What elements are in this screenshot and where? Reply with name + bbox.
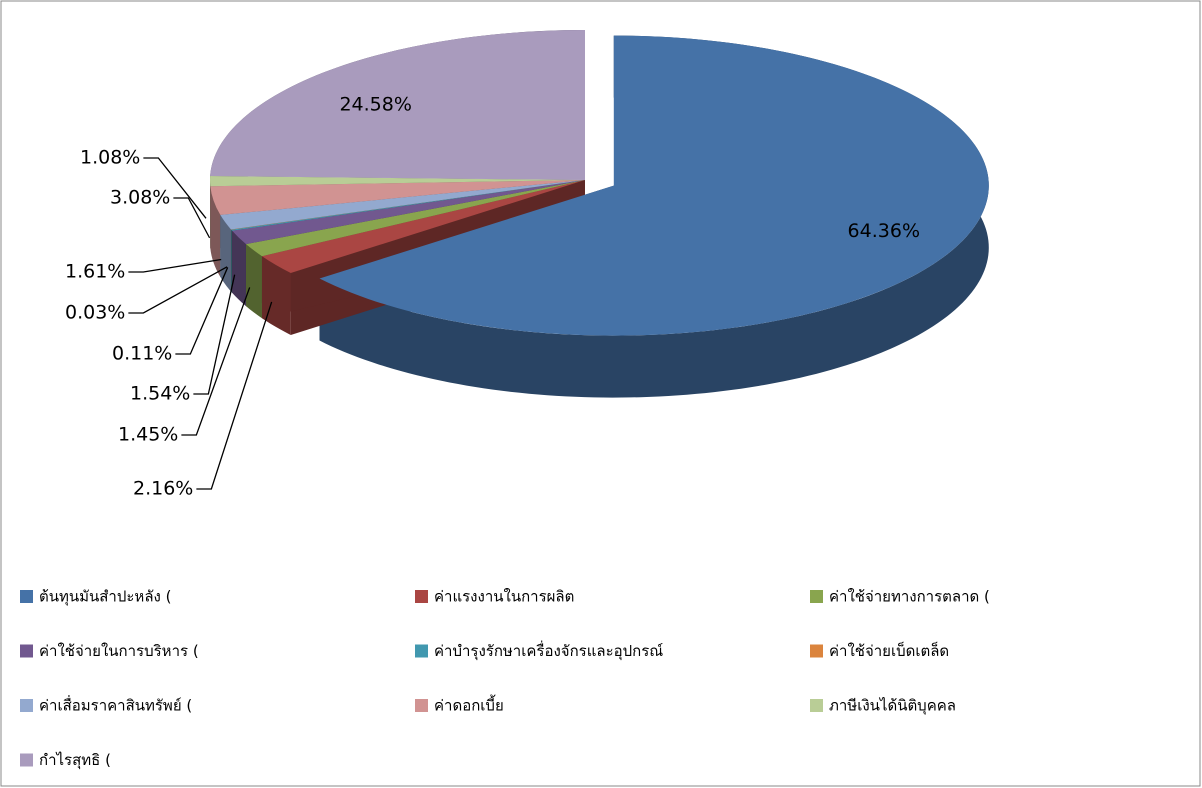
- data-label: 0.03%: [65, 302, 125, 324]
- legend-swatch: [20, 699, 33, 712]
- slice-side: [246, 244, 262, 318]
- data-label: 1.45%: [118, 424, 178, 446]
- data-label: 1.61%: [65, 261, 125, 283]
- legend-label: ค่าดอกเบี้ย: [434, 695, 504, 715]
- page: 64.36% 2.16% 1.45% 1.54% 0.11% 0.03% 1.61% 3.08…: [0, 0, 1202, 788]
- data-label: 64.36%: [848, 220, 920, 242]
- legend-swatch: [810, 590, 823, 603]
- data-label: 24.58%: [339, 93, 411, 115]
- legend-label: ค่าเสื่อมราคาสินทรัพย์ (: [39, 695, 192, 715]
- slice-side: [231, 230, 232, 293]
- legend-label: กำไรสุทธิ (: [39, 751, 111, 770]
- chart: 64.36% 2.16% 1.45% 1.54% 0.11% 0.03% 1.61% 3.08…: [0, 0, 1202, 788]
- legend-swatch: [415, 590, 428, 603]
- data-label: 3.08%: [110, 187, 170, 209]
- data-label: 1.54%: [130, 383, 190, 405]
- legend-label: ค่าแรงงานในการผลิต: [434, 588, 574, 606]
- legend-swatch: [810, 699, 823, 712]
- legend-label: ค่าใช้จ่ายเบ็ดเตล็ด: [829, 641, 949, 660]
- legend-label: ค่าใช้จ่ายในการบริหาร (: [39, 642, 199, 660]
- legend-swatch: [20, 754, 33, 767]
- legend-swatch: [415, 645, 428, 658]
- legend-swatch: [415, 699, 428, 712]
- legend-swatch: [20, 590, 33, 603]
- data-label: 0.11%: [112, 343, 172, 365]
- legend-label: ค่าบำรุงรักษาเครื่องจักรและอุปกรณ์: [434, 640, 663, 661]
- data-label: 2.16%: [133, 478, 193, 500]
- legend-label: ภาษีเงินได้นิติบุคคล: [829, 697, 956, 716]
- data-label: 1.08%: [80, 147, 140, 169]
- legend-swatch: [810, 645, 823, 658]
- legend-label: ต้นทุนมันสำปะหลัง (: [39, 588, 171, 607]
- legend-swatch: [20, 645, 33, 658]
- legend-label: ค่าใช้จ่ายทางการตลาด (: [829, 588, 990, 606]
